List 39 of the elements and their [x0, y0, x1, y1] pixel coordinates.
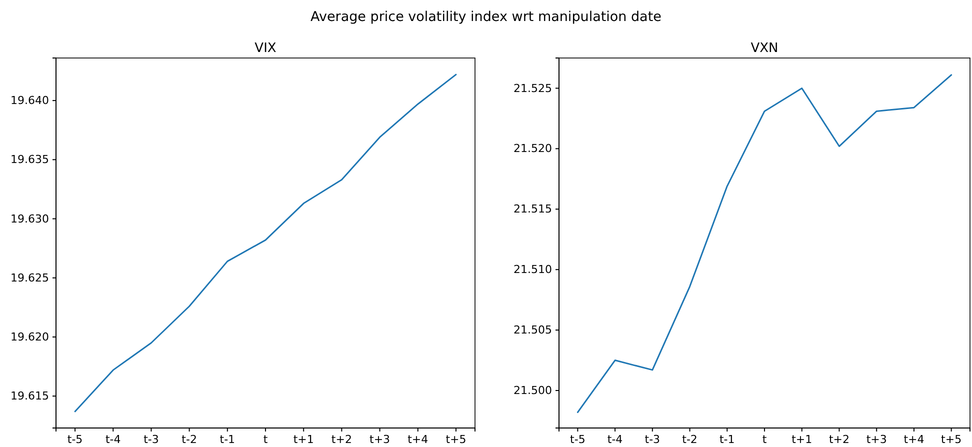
- y-tick-label: 19.640: [10, 94, 49, 108]
- x-tick-label: t-4: [607, 432, 623, 446]
- x-tick-label: t+5: [446, 432, 466, 446]
- x-tick-label: t-3: [644, 432, 660, 446]
- y-tick-label: 19.630: [10, 212, 49, 226]
- y-tick-label: 19.620: [10, 330, 49, 344]
- x-tick-label: t+4: [904, 432, 924, 446]
- x-tick-label: t+3: [866, 432, 887, 446]
- y-tick-label: 19.625: [10, 271, 49, 284]
- x-tick-label: t+2: [828, 432, 850, 446]
- x-tick-label: t+1: [293, 432, 314, 446]
- x-tick-label: t+1: [792, 432, 812, 446]
- x-tick-label: t+5: [941, 432, 962, 446]
- y-tick-label: 21.520: [514, 142, 552, 156]
- x-tick-label: t-3: [144, 432, 159, 446]
- x-tick-label: t-2: [182, 432, 197, 446]
- x-tick-label: t-2: [682, 432, 698, 446]
- y-tick-label: 19.615: [10, 390, 49, 403]
- y-tick-label: 21.510: [514, 263, 552, 276]
- x-tick-label: t: [263, 432, 268, 446]
- x-tick-label: t-1: [220, 432, 236, 446]
- y-tick-label: 19.635: [10, 153, 49, 166]
- line-series: [74, 74, 457, 412]
- x-tick-label: t: [762, 432, 768, 446]
- y-tick-label: 21.515: [514, 202, 552, 216]
- x-tick-label: t-5: [67, 432, 83, 446]
- y-tick-label: 21.500: [514, 384, 552, 398]
- line-series: [576, 74, 952, 414]
- x-tick-label: t+2: [331, 432, 352, 446]
- chart-title: VIX: [254, 41, 276, 56]
- x-tick-label: t+3: [370, 432, 390, 446]
- y-tick-label: 21.505: [514, 324, 552, 337]
- chart-title: VXN: [750, 41, 778, 56]
- x-tick-label: t-5: [570, 432, 586, 446]
- x-tick-label: t-4: [105, 432, 121, 446]
- x-tick-label: t-1: [719, 432, 735, 446]
- y-tick-label: 21.525: [514, 82, 552, 95]
- x-tick-label: t+4: [408, 432, 428, 446]
- text: Average price volatility index wrt manipulation date: [310, 9, 662, 25]
